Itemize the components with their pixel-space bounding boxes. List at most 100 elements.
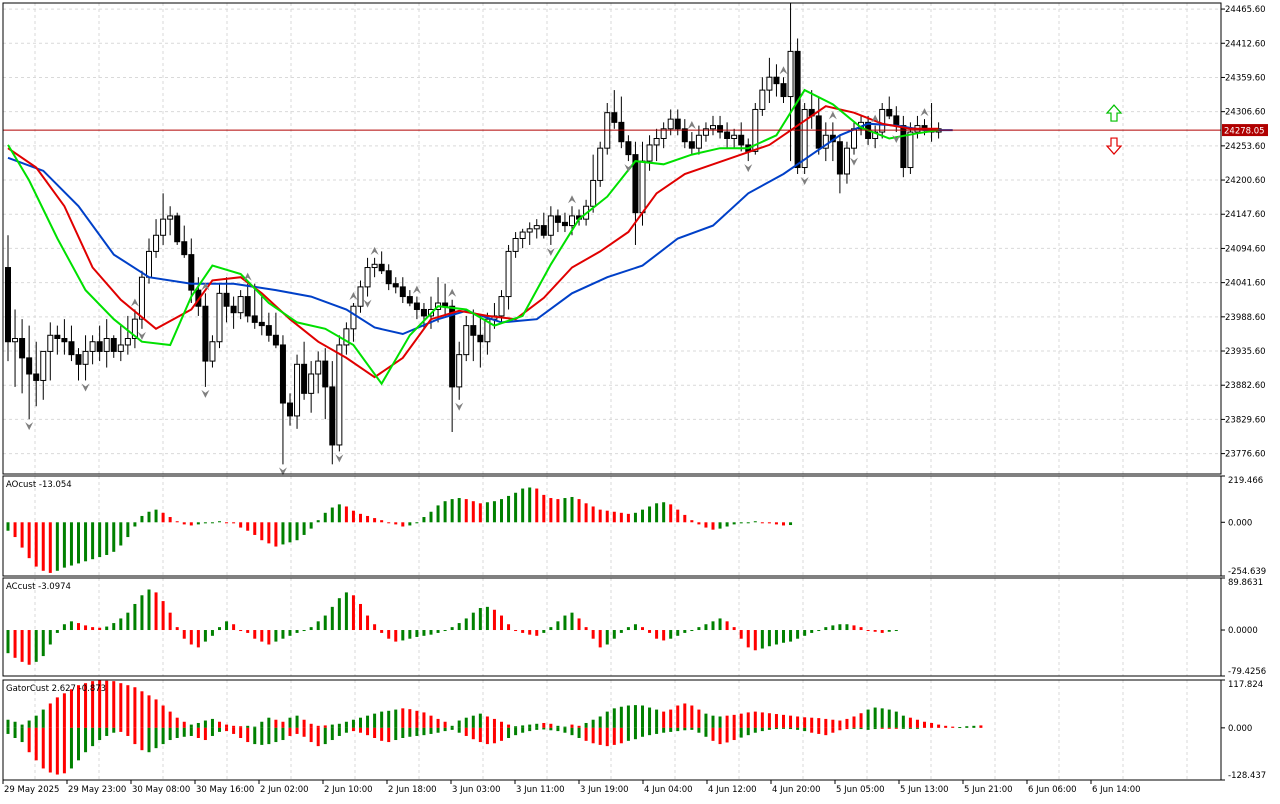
fractal-up-marker	[828, 111, 837, 120]
indicator-bar	[662, 502, 666, 523]
indicator-bar	[478, 608, 482, 631]
candle-body	[717, 125, 724, 133]
candle-body	[230, 305, 237, 314]
indicator-bar	[718, 618, 722, 631]
indicator-bar	[507, 495, 511, 523]
indicator-bar	[140, 595, 144, 631]
gator-lower-bar	[422, 727, 426, 736]
indicator-bar	[697, 627, 701, 631]
gator-upper-bar	[810, 717, 814, 728]
gator-lower-bar	[471, 727, 475, 740]
fractal-down-marker	[546, 247, 555, 256]
gator-upper-bar	[845, 718, 849, 728]
price-axis-label: 24147.60	[1225, 210, 1266, 220]
candle-body	[5, 267, 11, 343]
candle-body	[371, 263, 378, 269]
gator-upper-bar	[584, 722, 588, 728]
time-axis-label: 2 Jun 18:00	[388, 785, 437, 795]
gator-lower-bar	[852, 727, 856, 729]
gator-upper-bar	[27, 720, 31, 728]
indicator-bar	[6, 630, 10, 654]
candle-body	[167, 215, 174, 220]
main-panel-frame	[2, 2, 1222, 475]
gator-lower-bar	[577, 727, 581, 738]
indicator-bar	[48, 630, 52, 645]
gator-lower-bar	[683, 727, 687, 731]
candle-body	[787, 50, 794, 98]
indicator-bar	[760, 630, 764, 649]
gator-lower-bar	[507, 727, 511, 738]
time-axis-label: 5 Jun 13:00	[900, 785, 949, 795]
candle-body	[47, 334, 54, 352]
indicator-bar	[34, 630, 38, 662]
gator-lower-bar	[27, 727, 31, 753]
gator-lower-bar	[831, 727, 835, 733]
indicator-bar	[591, 506, 595, 523]
gator-upper-bar	[69, 689, 73, 728]
candle-body	[174, 215, 181, 243]
gator-upper-bar	[323, 725, 327, 728]
indicator-bar	[450, 627, 454, 631]
gator-lower-bar	[725, 727, 729, 743]
indicator-bar	[443, 630, 447, 632]
candle-body	[456, 354, 463, 388]
candle-body	[851, 128, 857, 149]
indicator-bar	[274, 630, 278, 642]
time-axis-label: 5 Jun 05:00	[836, 785, 885, 795]
indicator-bar	[91, 627, 95, 631]
candle-body	[512, 238, 519, 252]
gator-lower-bar	[373, 727, 377, 738]
gator-lower-bar	[915, 727, 919, 729]
candle-body	[364, 267, 371, 288]
gator-lower-bar	[739, 727, 743, 738]
gator-lower-bar	[711, 727, 715, 741]
gator-lower-bar	[584, 727, 588, 741]
indicator-bar	[845, 624, 849, 631]
gator-upper-bar	[739, 713, 743, 728]
indicator-bar	[351, 510, 355, 523]
gator-lower-bar	[55, 727, 59, 775]
indicator-bar	[288, 630, 292, 636]
candle-body	[103, 338, 110, 352]
indicator-bar	[20, 630, 24, 662]
indicator-bar	[690, 630, 694, 632]
gator-upper-bar	[803, 717, 807, 728]
gator-upper-bar	[930, 722, 934, 728]
candle-body	[322, 360, 329, 388]
time-axis-label: 3 Jun 19:00	[580, 785, 629, 795]
gator-lower-bar	[330, 727, 334, 741]
candle-body	[146, 250, 152, 278]
gator-lower-bar	[648, 727, 652, 736]
indicator-bar	[697, 522, 701, 525]
gator-lower-bar	[556, 727, 560, 732]
candle-body	[710, 125, 716, 130]
indicator-bar	[753, 630, 757, 651]
gator-lower-bar	[732, 727, 736, 741]
candle-body	[188, 254, 195, 291]
gator-lower-bar	[295, 727, 299, 734]
indicator-bar	[810, 630, 814, 633]
indicator-bar	[556, 621, 560, 631]
indicator-bar	[471, 501, 475, 523]
gator-upper-bar	[521, 725, 525, 728]
indicator-bar	[492, 501, 496, 523]
indicator-bar	[711, 621, 715, 631]
candle-body	[681, 128, 688, 143]
candle-body	[674, 118, 681, 130]
candle-body	[399, 286, 406, 298]
time-axis-label: 2 Jun 02:00	[260, 785, 309, 795]
indicator-bar	[739, 630, 743, 639]
gator-lower-bar	[189, 727, 193, 736]
ac-panel-frame	[2, 577, 1222, 677]
price-axis-label: 24253.60	[1225, 142, 1266, 152]
candle-body	[893, 115, 900, 127]
gator-lower-bar	[767, 727, 771, 730]
indicator-bar	[154, 592, 158, 631]
indicator-bar	[373, 624, 377, 631]
gator-upper-bar	[253, 726, 257, 728]
indicator-bar	[436, 630, 440, 633]
gator-upper-bar	[958, 727, 962, 729]
indicator-bar	[500, 499, 503, 523]
